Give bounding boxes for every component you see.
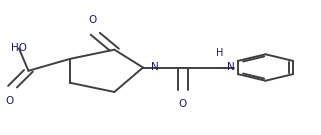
Text: O: O (5, 96, 13, 106)
Text: O: O (88, 15, 96, 25)
Text: O: O (179, 99, 187, 109)
Text: N: N (227, 63, 235, 72)
Text: H: H (216, 48, 223, 58)
Text: N: N (151, 63, 159, 72)
Text: HO: HO (11, 43, 27, 53)
